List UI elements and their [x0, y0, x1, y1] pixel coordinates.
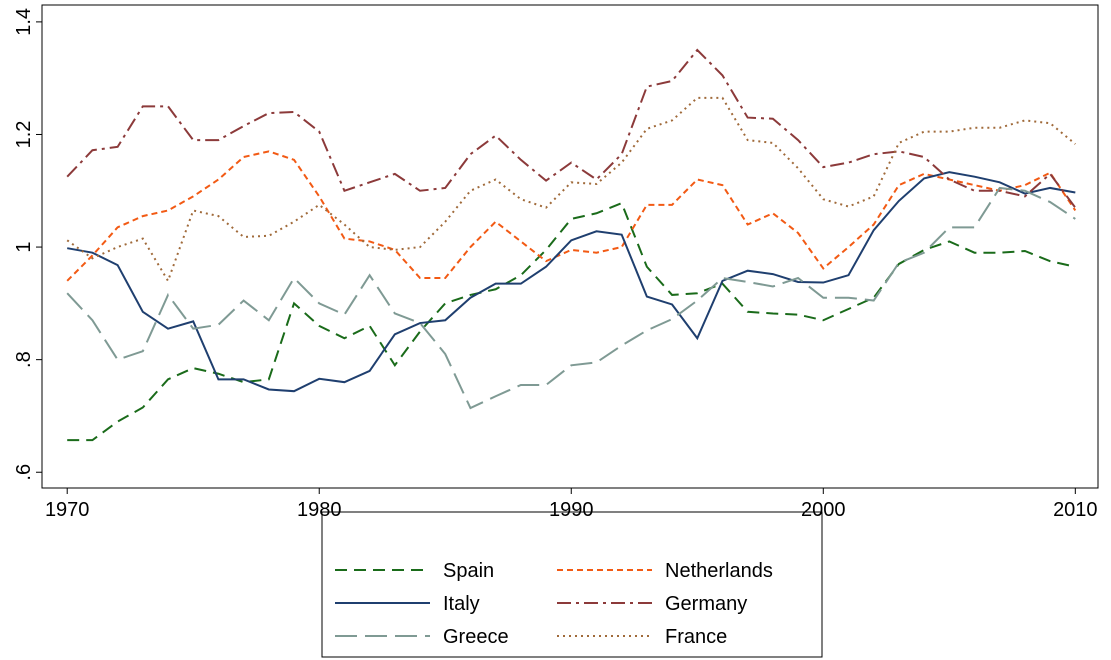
y-tick-label: .6 — [13, 464, 35, 481]
x-tick-label: 2000 — [801, 499, 846, 521]
legend-box — [321, 511, 823, 658]
x-tick-label: 1970 — [45, 499, 90, 521]
series-line — [66, 96, 1076, 284]
legend-label: Germany — [665, 593, 747, 615]
legend-label: Greece — [443, 626, 509, 648]
series-line — [66, 48, 1077, 209]
series-line — [67, 201, 1076, 442]
plot-area — [41, 4, 1099, 489]
y-tick-label: 1 — [13, 242, 35, 253]
x-tick-label: 1980 — [297, 499, 342, 521]
legend-label: Netherlands — [665, 560, 773, 582]
legend-label: Italy — [443, 593, 480, 615]
legend-label: France — [665, 626, 727, 648]
series-line — [67, 171, 1076, 393]
legend-label: Spain — [443, 560, 494, 582]
series-line — [66, 186, 1076, 410]
y-tick-label: 1.4 — [13, 8, 35, 36]
y-tick-label: .8 — [13, 351, 35, 368]
x-tick-label: 1990 — [549, 499, 594, 521]
x-tick-label: 2010 — [1053, 499, 1098, 521]
y-tick-label: 1.2 — [13, 121, 35, 149]
